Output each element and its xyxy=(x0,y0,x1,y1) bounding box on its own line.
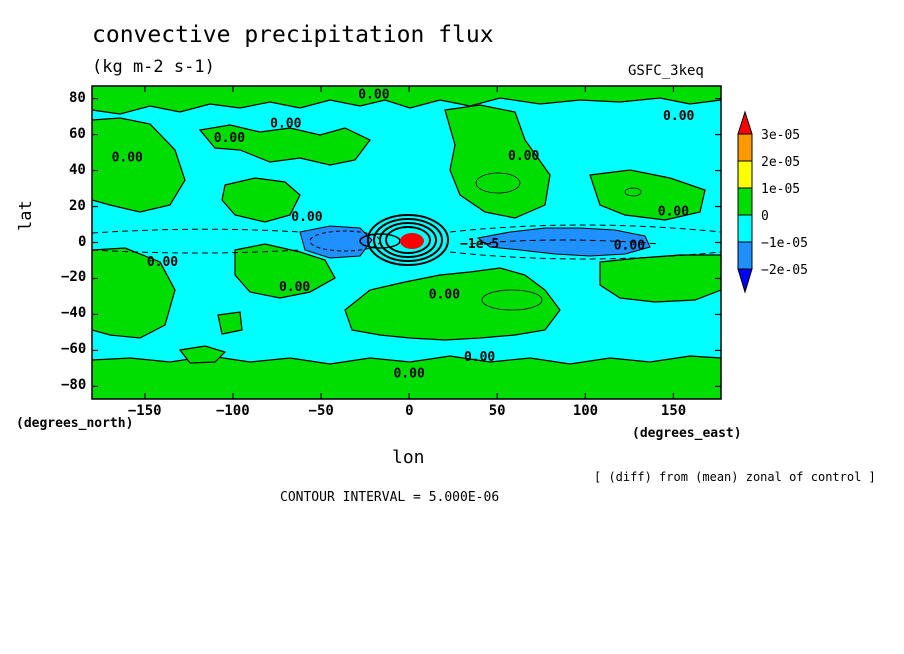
region-south-east xyxy=(344,267,561,341)
region-positive-max xyxy=(400,233,424,249)
region-west-equator xyxy=(92,247,176,339)
contour-label: 0.00 xyxy=(393,366,424,381)
contour-label: 0.00 xyxy=(270,116,301,131)
colorbar-segment-darkblue xyxy=(737,268,753,294)
model-name: GSFC_3keq xyxy=(628,63,704,79)
y-tick-label: −20 xyxy=(61,269,87,286)
colorbar-label: 2e-05 xyxy=(761,155,800,170)
contour-label: 0.00 xyxy=(358,88,389,103)
contour-label: 0.00 xyxy=(214,131,245,146)
contour-label: 0.00 xyxy=(663,109,694,124)
contour-interval: CONTOUR INTERVAL = 5.000E-06 xyxy=(280,490,500,505)
chart-title: convective precipitation flux xyxy=(92,22,494,48)
contour-label: 0.00 xyxy=(464,350,495,365)
x-tick-label: 50 xyxy=(488,403,506,419)
contour-label: 0.00 xyxy=(291,210,322,225)
colorbar-label: −1e-05 xyxy=(761,236,808,251)
contour-label: −1e−5 xyxy=(460,237,499,252)
region-northeast-small xyxy=(589,169,706,221)
region-negative-east xyxy=(476,227,651,257)
contour-label: 0.00 xyxy=(508,149,539,164)
y-tick-label: 80 xyxy=(69,89,86,106)
region-central-south xyxy=(234,243,336,299)
x-axis-label: lon xyxy=(392,447,425,468)
contour-label: 0.00 xyxy=(429,287,460,302)
y-tick-label: −60 xyxy=(61,341,87,358)
colorbar-segment-yellow xyxy=(737,160,753,189)
contour-label: 0.00 xyxy=(614,239,645,254)
contour-label: 0.00 xyxy=(112,151,143,166)
y-axis-units: (degrees_north) xyxy=(16,416,134,431)
x-tick-label: −50 xyxy=(308,403,334,419)
chart-units: (kg m-2 s-1) xyxy=(92,57,215,77)
region-negative-west xyxy=(299,225,373,259)
region-northwest xyxy=(92,117,186,213)
colorbar-segment-blue xyxy=(737,241,753,270)
colorbar-segment-red xyxy=(737,110,753,135)
difference-note: [ (diff) from (mean) zonal of control ] xyxy=(594,470,876,484)
y-tick-label: 60 xyxy=(69,125,86,142)
colorbar-label: 3e-05 xyxy=(761,128,800,143)
contour-label: 0.00 xyxy=(147,255,178,270)
colorbar-segment-green xyxy=(737,187,753,216)
region-south-mid-patch xyxy=(217,311,243,335)
region-north-central xyxy=(198,124,371,166)
y-axis-label: lat xyxy=(16,200,36,231)
region-north-band xyxy=(92,86,721,115)
y-tick-label: −80 xyxy=(61,377,87,394)
colorbar-segment-cyan xyxy=(737,214,753,243)
region-southeast-right xyxy=(599,254,721,303)
region-northeast-big xyxy=(444,104,551,219)
x-tick-label: −150 xyxy=(127,403,162,419)
colorbar-label: 0 xyxy=(761,209,769,224)
y-tick-label: −40 xyxy=(61,305,87,322)
y-tick-label: 20 xyxy=(69,197,86,214)
x-tick-label: 150 xyxy=(660,403,687,419)
x-axis-units: (degrees_east) xyxy=(632,426,742,441)
x-tick-label: −100 xyxy=(215,403,250,419)
colorbar-label: −2e-05 xyxy=(761,263,808,278)
colorbar-segment-orange xyxy=(737,133,753,162)
contour-label: 0.00 xyxy=(279,280,310,295)
colorbar: 3e-05 2e-05 1e-05 0 −1e-05 −2e-05 xyxy=(737,110,808,294)
contour-label: 0.00 xyxy=(658,205,689,220)
colorbar-label: 1e-05 xyxy=(761,182,800,197)
y-tick-label: 40 xyxy=(69,161,86,178)
y-tick-label: 0 xyxy=(78,233,87,250)
x-tick-label: 0 xyxy=(405,403,414,419)
x-tick-label: 100 xyxy=(572,403,599,419)
region-north-mid-west xyxy=(221,177,301,223)
region-southwest-patch xyxy=(178,345,227,364)
